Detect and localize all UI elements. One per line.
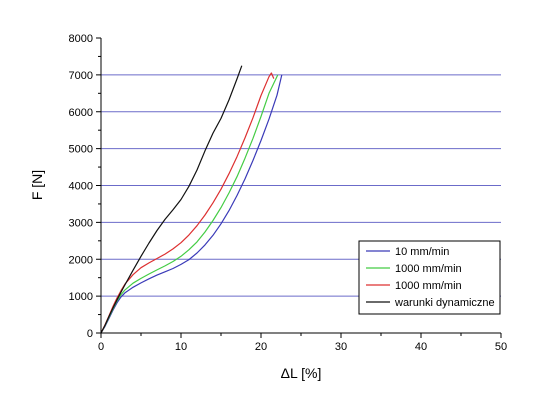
grid-lines [101,74,501,297]
y-tick-label-8000: 8000 [69,33,93,45]
x-axis-title: ΔL [%] [281,365,322,381]
y-tick-label-4000: 4000 [69,181,93,193]
x-tick-label-20: 20 [255,341,267,353]
series-line-1 [100,74,279,334]
legend-label-0: 10 mm/min [395,246,449,258]
series-line-0 [100,74,283,334]
legend-label-1: 1000 mm/min [395,263,462,275]
y-tick-label-5000: 5000 [69,144,93,156]
x-tick-label-40: 40 [415,341,427,353]
y-tick-label-0: 0 [87,328,93,340]
axes [96,37,502,338]
y-tick-label-7000: 7000 [69,70,93,82]
series-lines [100,65,283,334]
x-tick-label-50: 50 [495,341,507,353]
tick-labels: 0 1000 2000 3000 4000 5000 6000 7000 8000 0 10 20 30… [69,33,508,353]
legend: 10 mm/min 1000 mm/min 1000 mm/min warunk… [358,240,501,315]
y-tick-label-3000: 3000 [69,217,93,229]
series-line-3 [100,65,243,334]
series-line-2 [100,72,275,334]
y-tick-label-1000: 1000 [69,291,93,303]
x-tick-label-0: 0 [98,341,104,353]
y-tick-label-6000: 6000 [69,107,93,119]
legend-label-2: 1000 mm/min [395,280,462,292]
legend-label-3: warunki dynamiczne [394,297,495,309]
x-tick-label-10: 10 [175,341,187,353]
y-tick-label-2000: 2000 [69,254,93,266]
y-axis-title: F [N] [29,170,45,200]
x-tick-label-30: 30 [335,341,347,353]
